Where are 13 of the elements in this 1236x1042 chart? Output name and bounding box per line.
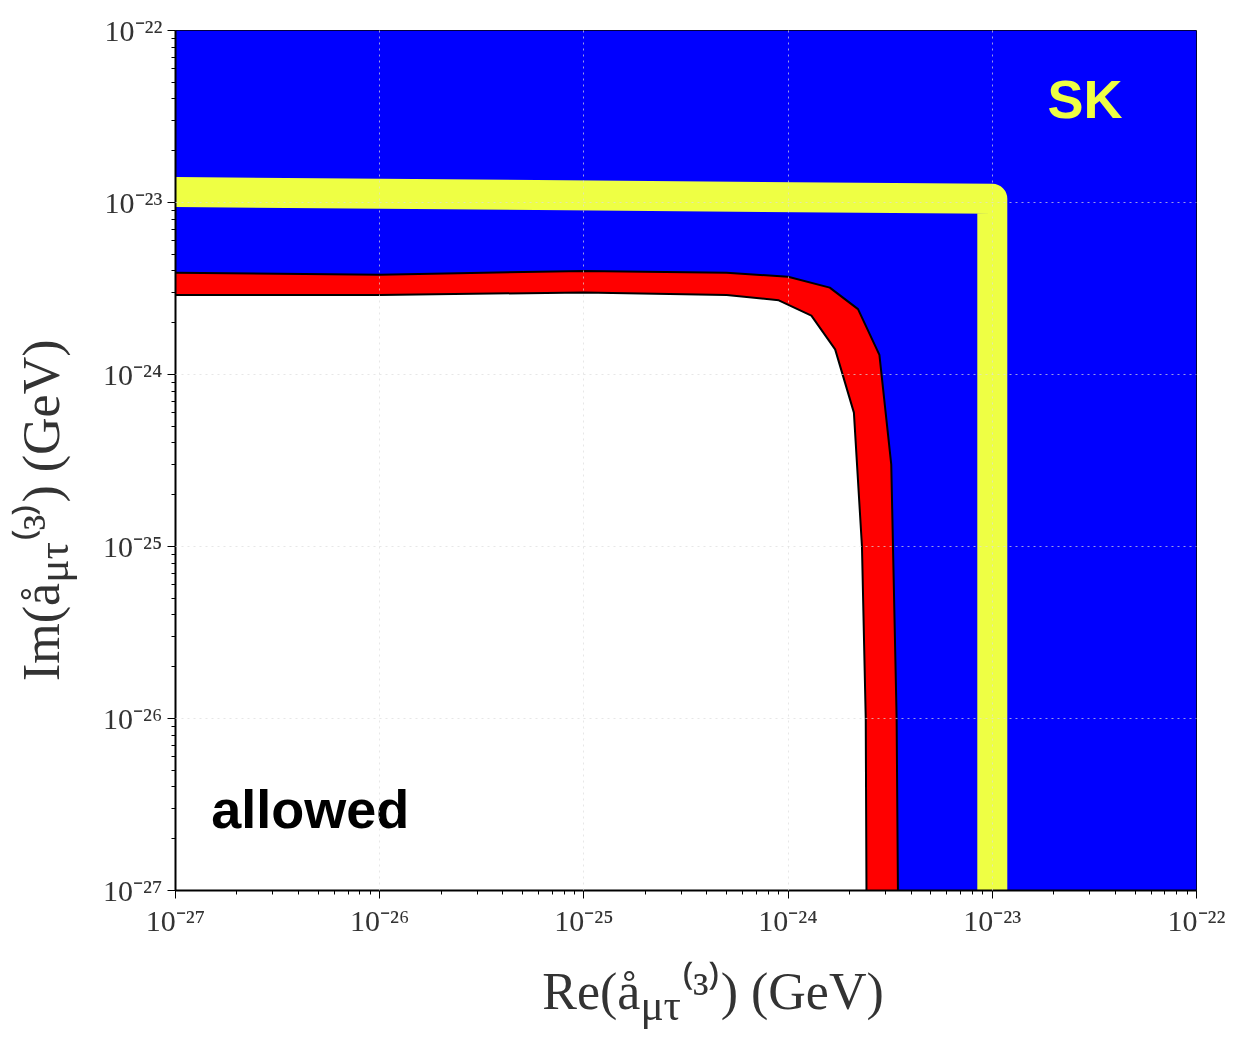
y-tick-label: 10⁻²³ [104, 186, 163, 219]
y-tick-label: 10⁻²² [104, 14, 163, 47]
x-tick-label: 10⁻²³ [963, 903, 1022, 937]
x-tick-label: 10⁻²⁴ [758, 903, 818, 937]
x-tick-label: 10⁻²² [1167, 903, 1226, 937]
annotation: allowed [211, 778, 410, 839]
annotation: SK [1047, 68, 1123, 129]
y-tick-label: 10⁻²⁵ [103, 530, 163, 563]
y-tick-label: 10⁻²⁶ [103, 702, 163, 735]
y-tick-label: 10⁻²⁴ [103, 358, 163, 391]
x-tick-label: 10⁻²⁵ [554, 903, 614, 937]
x-tick-label: 10⁻²⁶ [349, 903, 410, 937]
x-axis-title: Re(å$_{μτ}$⁽³⁾) (GeV) [542, 960, 884, 1032]
